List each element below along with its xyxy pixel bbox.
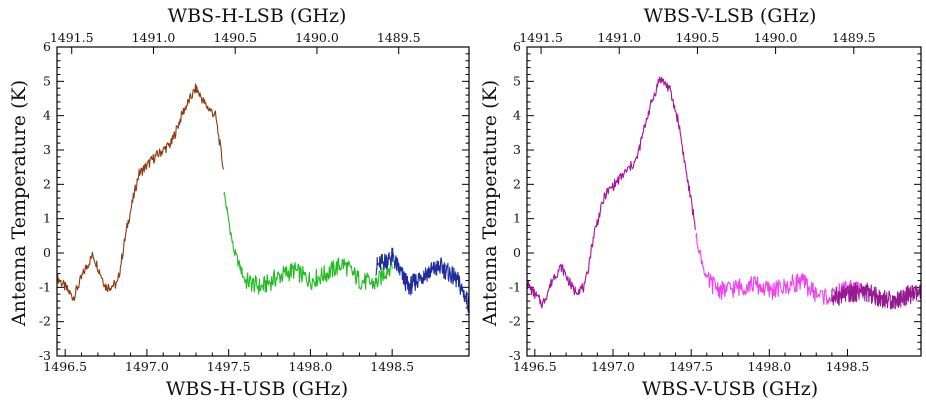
x-tick-label: 1496.5 (513, 359, 557, 374)
y-tick-label: 1 (43, 211, 51, 226)
y-tick-label: 1 (513, 211, 521, 226)
x2-tick-label: 1489.5 (832, 30, 876, 45)
y-tick-label: 2 (43, 176, 51, 191)
x2-tick-label: 1491.0 (597, 30, 641, 45)
spectrum-line (56, 83, 225, 302)
y-tick-label: 5 (513, 73, 521, 88)
x-axis-title: WBS-H-USB (GHz) (166, 378, 348, 400)
axis-ticks: -3 -2 -1 0 1 2 3 4 5 6 1496.5 1497.0 1497.5 1498.0 149… (39, 30, 469, 374)
plot-area (56, 83, 470, 313)
plot-frame (526, 46, 922, 357)
x-tick-label: 1497.5 (669, 359, 713, 374)
x-tick-label: 1497.5 (207, 359, 251, 374)
y-tick-label: 4 (43, 108, 51, 123)
y-tick-label: -2 (509, 314, 521, 329)
x2-tick-label: 1489.5 (377, 30, 421, 45)
plot-frame (56, 46, 470, 357)
y-tick-label: 6 (513, 39, 521, 54)
y-tick-label: 0 (513, 245, 521, 260)
y-axis-title: Antenna Temperature (K) (479, 80, 501, 327)
x-axis-title: WBS-V-USB (GHz) (642, 378, 818, 400)
x2-tick-label: 1490.5 (213, 30, 257, 45)
x-tick-label: 1498.0 (747, 359, 791, 374)
y-tick-label: 3 (43, 142, 51, 157)
y-tick-label: 4 (513, 108, 521, 123)
x-tick-label: 1498.0 (289, 359, 333, 374)
y-tick-label: 5 (43, 73, 51, 88)
panel-wbs-h: WBS-H-LSB (GHz) WBS-H-USB (GHz) Antenna … (8, 5, 470, 400)
y-tick-label: 6 (43, 39, 51, 54)
panel-wbs-v: WBS-V-LSB (GHz) WBS-V-USB (GHz) Antenna … (479, 5, 922, 400)
y-tick-label: -3 (509, 348, 521, 363)
spectrum-line (375, 247, 470, 313)
x-tick-label: 1496.5 (43, 359, 87, 374)
plot-area (526, 76, 922, 310)
x2-axis-title: WBS-V-LSB (GHz) (644, 5, 817, 27)
y-tick-label: 2 (513, 176, 521, 191)
axis-ticks: -3 -2 -1 0 1 2 3 4 5 6 1496.5 1497.0 1497.5 1498.0 149… (509, 30, 921, 374)
spectrum-line (831, 282, 922, 310)
x2-tick-label: 1490.0 (754, 30, 798, 45)
spectrum-line (223, 192, 393, 295)
y-tick-label: 0 (43, 245, 51, 260)
y-tick-label: -1 (39, 279, 51, 294)
x2-tick-label: 1490.5 (676, 30, 720, 45)
x-tick-label: 1497.0 (591, 359, 635, 374)
x-tick-label: 1498.5 (370, 359, 414, 374)
x-tick-label: 1497.0 (125, 359, 169, 374)
y-tick-label: 3 (513, 142, 521, 157)
x2-tick-label: 1491.0 (132, 30, 176, 45)
x2-tick-label: 1491.5 (519, 30, 563, 45)
y-axis-title: Antenna Temperature (K) (8, 80, 30, 327)
x2-axis-title: WBS-H-LSB (GHz) (168, 5, 347, 27)
x2-tick-label: 1491.5 (50, 30, 94, 45)
spectrum-line (526, 76, 697, 309)
x-tick-label: 1498.5 (826, 359, 870, 374)
y-tick-label: -2 (39, 314, 51, 329)
y-tick-label: -3 (39, 348, 51, 363)
y-tick-label: -1 (509, 279, 521, 294)
x2-tick-label: 1490.0 (295, 30, 339, 45)
